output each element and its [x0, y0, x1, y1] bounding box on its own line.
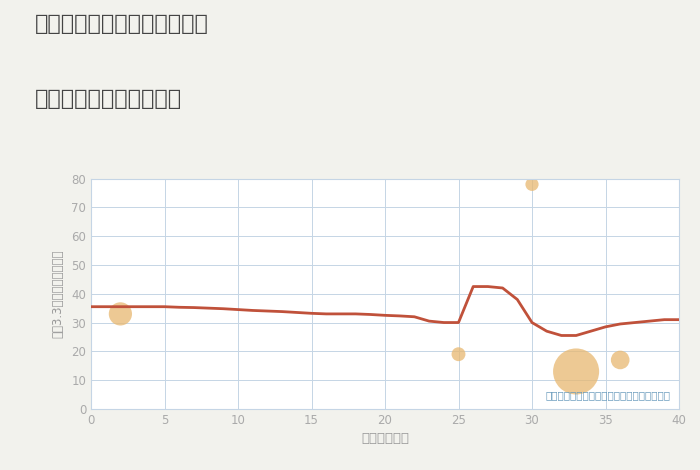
Text: 兵庫県たつの市御津町黒崎の: 兵庫県たつの市御津町黒崎の [35, 14, 209, 34]
Point [453, 351, 464, 358]
X-axis label: 築年数（年）: 築年数（年） [361, 432, 409, 445]
Text: 円の大きさは、取引のあった物件面積を示す: 円の大きさは、取引のあった物件面積を示す [545, 390, 670, 400]
Point [615, 356, 626, 364]
Point [526, 180, 538, 188]
Text: 築年数別中古戸建て価格: 築年数別中古戸建て価格 [35, 89, 182, 110]
Point [115, 310, 126, 318]
Point [570, 368, 582, 375]
Y-axis label: 坪（3.3㎡）単価（万円）: 坪（3.3㎡）単価（万円） [51, 250, 64, 338]
